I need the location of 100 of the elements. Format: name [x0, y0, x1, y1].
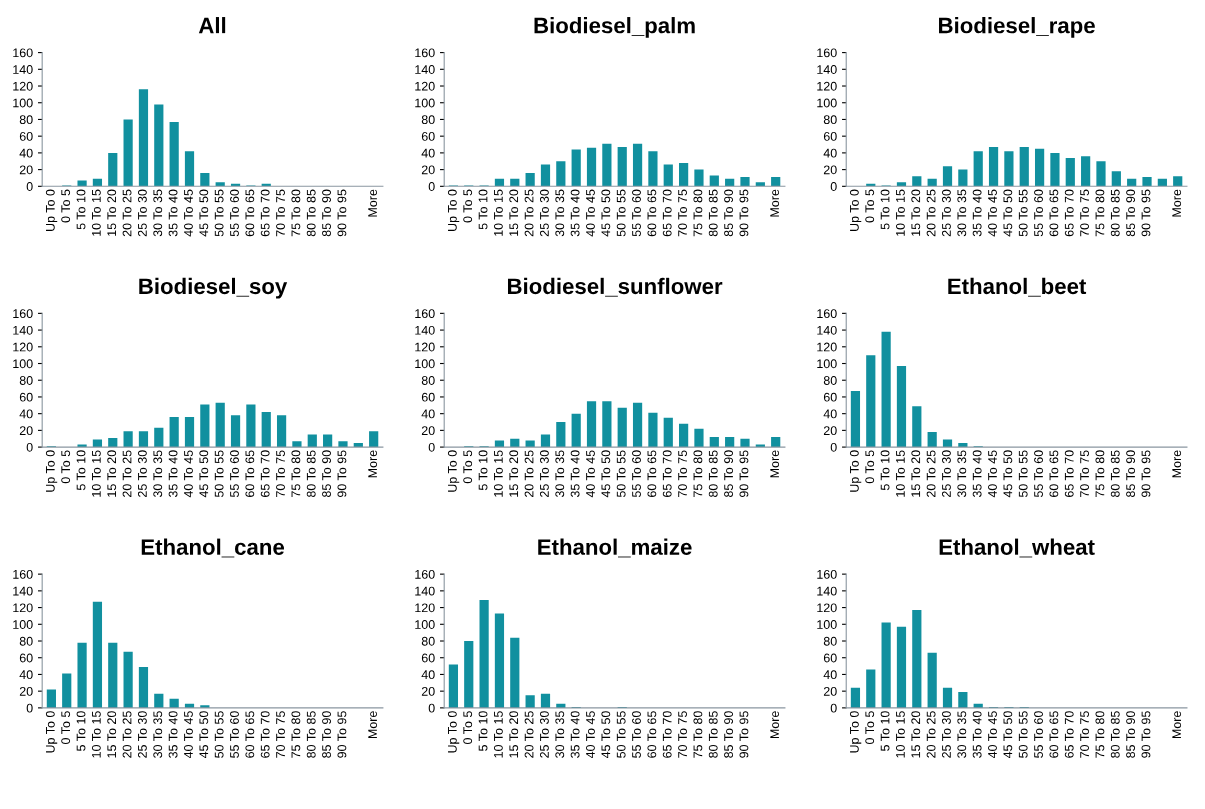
- y-tick-label: 120: [817, 342, 837, 352]
- y-tick-label: 0: [26, 182, 33, 191]
- x-tick-label: 65 To 70: [1064, 711, 1074, 758]
- y-tick-label: 140: [415, 325, 435, 335]
- x-tick-label: 15 To 20: [509, 189, 519, 236]
- x-tick-label: 60 To 65: [647, 711, 657, 758]
- x-tick-label: 10 To 15: [493, 711, 503, 758]
- x-tick-label: 90 To 95: [337, 189, 347, 237]
- x-tick-label: 75 To 80: [693, 189, 703, 237]
- x-tick-label: 65 To 70: [260, 711, 270, 758]
- y-tick-label: 100: [13, 359, 33, 369]
- chart-title: Biodiesel_rape: [939, 17, 1095, 38]
- x-tick-label: 5 To 10: [880, 711, 890, 751]
- y-tick-label: 100: [817, 359, 837, 369]
- x-tick-label: 20 To 25: [122, 711, 132, 758]
- x-tick-label: 45 To 50: [601, 711, 611, 759]
- y-tick-label: 60: [19, 392, 33, 402]
- x-tick-label: 25 To 30: [942, 189, 951, 237]
- y-tick-label: 40: [19, 148, 33, 158]
- x-tick-label: 45 To 50: [1003, 450, 1013, 498]
- x-tick-label: 5 To 10: [880, 450, 890, 491]
- x-tick-label: Up To 0: [447, 711, 460, 753]
- x-tick-label: 60 To 65: [647, 450, 657, 497]
- x-tick-label: More: [1172, 711, 1182, 739]
- x-tick-label: 20 To 25: [122, 450, 132, 497]
- x-tick-label: 25 To 30: [539, 450, 549, 497]
- y-tick-label: 140: [817, 325, 837, 335]
- x-tick-label: 10 To 15: [895, 711, 905, 758]
- y-tick-label: 100: [415, 620, 435, 629]
- y-tick-label: 60: [19, 131, 33, 141]
- y-tick-label: 0: [428, 182, 435, 191]
- x-tick-label: 5 To 10: [880, 189, 890, 230]
- y-tick-label: 20: [421, 686, 435, 696]
- x-tick-label: 15 To 20: [107, 711, 117, 758]
- chart-title: Ethanol_beet: [948, 277, 1087, 297]
- x-tick-label: 75 To 80: [693, 450, 703, 497]
- y-tick-label: 20: [823, 426, 837, 436]
- x-tick-label: 15 To 20: [107, 450, 117, 497]
- x-tick-label: 20 To 25: [926, 711, 936, 758]
- x-tick-label: 30 To 35: [957, 189, 967, 237]
- x-tick-label: 45 To 50: [601, 189, 611, 237]
- y-tick-label: 140: [415, 65, 435, 74]
- y-tick-label: 160: [817, 569, 837, 579]
- y-tick-label: 60: [421, 131, 435, 141]
- chart-title: Ethanol_cane: [141, 538, 285, 558]
- x-tick-label: 5 To 10: [478, 711, 488, 751]
- x-tick-label: 15 To 20: [509, 450, 519, 497]
- x-tick-label: 10 To 15: [493, 189, 503, 236]
- x-tick-label: 55 To 60: [1034, 189, 1043, 237]
- x-tick-label: 60 To 65: [1049, 450, 1059, 497]
- x-tick-label: 90 To 95: [1141, 189, 1151, 237]
- x-tick-label: 35 To 40: [972, 189, 982, 237]
- x-tick-label: 15 To 20: [107, 189, 117, 236]
- y-tick-label: 20: [19, 686, 33, 696]
- x-tick-label: 40 To 45: [586, 189, 595, 237]
- x-tick-label: 80 To 85: [1110, 450, 1120, 498]
- x-tick-label: 30 To 35: [555, 711, 565, 758]
- x-tick-label: 80 To 85: [708, 711, 718, 758]
- x-tick-label: 85 To 90: [1126, 450, 1136, 498]
- x-tick-label: 10 To 15: [895, 189, 905, 236]
- x-tick-label: 90 To 95: [739, 711, 749, 758]
- x-tick-label: 50 To 55: [1018, 189, 1028, 237]
- x-tick-label: Up To 0: [849, 189, 862, 231]
- y-tick-label: 40: [19, 409, 33, 419]
- y-tick-label: 80: [823, 376, 837, 385]
- x-tick-label: 5 To 10: [478, 189, 488, 230]
- y-tick-label: 20: [19, 426, 33, 436]
- y-tick-label: 160: [415, 48, 435, 58]
- x-tick-label: 20 To 25: [926, 450, 936, 497]
- y-tick-label: 0: [26, 442, 33, 452]
- x-tick-label: 0 To 5: [463, 711, 473, 744]
- x-tick-label: 50 To 55: [214, 189, 224, 237]
- x-tick-label: 25 To 30: [137, 711, 147, 758]
- x-tick-label: 85 To 90: [322, 189, 331, 237]
- x-tick-label: 30 To 35: [153, 450, 163, 498]
- y-tick-label: 80: [19, 636, 33, 646]
- x-tick-label: 90 To 95: [337, 711, 347, 758]
- x-tick-label: 80 To 85: [306, 711, 316, 758]
- y-tick-label: 140: [817, 65, 837, 74]
- x-tick-label: More: [1172, 450, 1182, 478]
- x-tick-label: Up To 0: [849, 711, 862, 753]
- x-tick-label: More: [368, 450, 378, 478]
- x-tick-label: More: [770, 189, 780, 217]
- x-tick-label: 35 To 40: [972, 450, 982, 498]
- y-tick-label: 140: [13, 586, 33, 596]
- chart-title: Ethanol_wheat: [939, 538, 1095, 558]
- x-tick-label: 70 To 75: [678, 189, 687, 237]
- x-tick-label: 85 To 90: [1126, 711, 1136, 758]
- y-tick-label: 0: [428, 442, 435, 452]
- x-tick-label: 15 To 20: [911, 450, 921, 497]
- y-tick-label: 140: [817, 586, 837, 596]
- x-tick-label: 30 To 35: [555, 450, 565, 498]
- y-tick-label: 0: [830, 703, 837, 713]
- x-tick-label: 60 To 65: [245, 450, 255, 497]
- x-tick-label: 85 To 90: [724, 711, 734, 758]
- x-tick-label: 20 To 25: [926, 189, 936, 237]
- x-tick-label: 55 To 60: [230, 189, 239, 237]
- x-tick-label: 80 To 85: [306, 450, 316, 498]
- x-tick-label: 35 To 40: [570, 189, 580, 237]
- x-tick-label: 45 To 50: [199, 450, 209, 498]
